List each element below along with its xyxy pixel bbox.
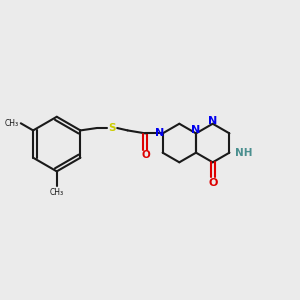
Text: S: S <box>108 123 116 133</box>
Text: N: N <box>155 128 164 138</box>
Text: NH: NH <box>235 148 252 158</box>
Text: O: O <box>208 178 218 188</box>
Text: O: O <box>141 150 150 160</box>
Text: CH₃: CH₃ <box>50 188 64 197</box>
Text: N: N <box>191 125 201 135</box>
Text: CH₃: CH₃ <box>4 119 18 128</box>
Text: N: N <box>208 116 217 126</box>
